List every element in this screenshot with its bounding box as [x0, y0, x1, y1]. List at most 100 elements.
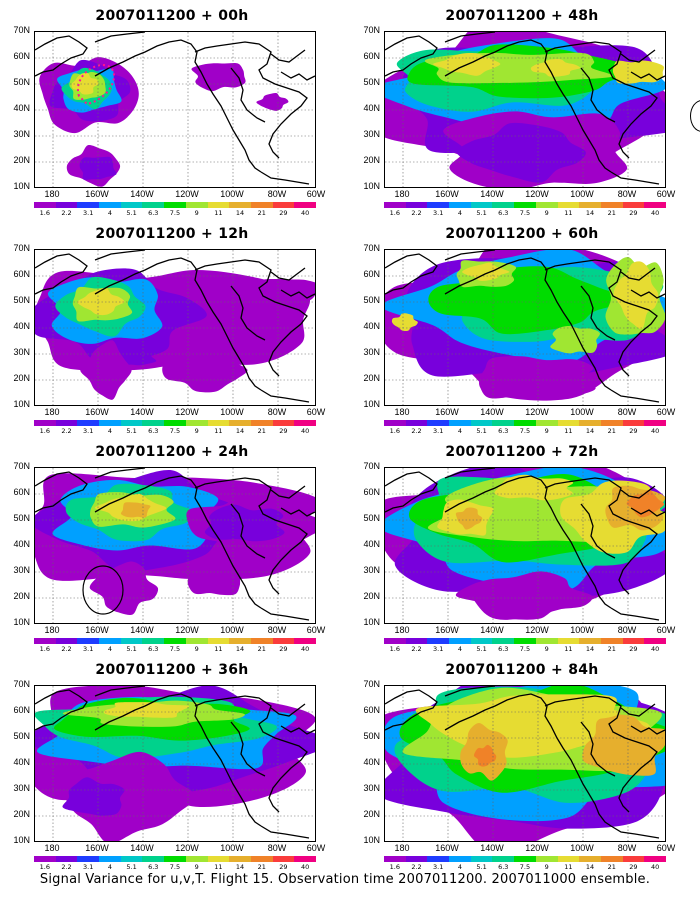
longitude-label: 140W	[480, 407, 504, 417]
colorbar-swatch	[384, 638, 406, 644]
coastline	[620, 485, 656, 499]
panel-title: 2007011200 + 72h	[445, 444, 599, 460]
variance-contour	[62, 777, 125, 816]
colorbar-labels: 1.6 2.2 3.1 4 5.1 6.3 7.5 9 11 14 21 29 40	[34, 427, 316, 435]
colorbar-swatch	[622, 638, 645, 644]
variance-map	[35, 468, 315, 623]
colorbar	[384, 202, 666, 208]
coastline	[544, 41, 658, 159]
longitude-label: 80W	[617, 189, 637, 199]
colorbar-swatch	[644, 638, 666, 644]
colorbar-swatch	[164, 420, 186, 426]
latitude-label: 10N	[13, 835, 30, 845]
colorbar-labels: 1.6 2.2 3.1 4 5.1 6.3 7.5 9 11 14 21 29 40	[384, 863, 666, 871]
colorbar-label: 6.3	[148, 427, 159, 435]
longitude-label: 100W	[570, 625, 594, 635]
latitude-label: 70N	[363, 679, 380, 689]
colorbar-label: 9	[194, 863, 199, 871]
colorbar-label: 29	[629, 863, 638, 871]
longitude-label: 180	[44, 189, 60, 199]
variance-contour	[456, 122, 586, 183]
latitude-label: 60N	[13, 51, 30, 61]
latitude-label: 30N	[363, 347, 380, 357]
colorbar-swatch	[294, 638, 316, 644]
coastline	[94, 39, 262, 173]
colorbar-swatch	[55, 856, 78, 862]
colorbar-swatch	[120, 202, 143, 208]
colorbar-swatch	[579, 202, 601, 208]
variance-contour	[116, 346, 157, 366]
variance-contour	[530, 58, 581, 77]
forecast-panel-3: 2007011200 + 60h 70N 60N 50N 40N 30N 20N 10N 180…	[350, 218, 690, 435]
longitude-label: 180	[394, 843, 410, 853]
colorbar-label: 21	[257, 427, 266, 435]
variance-map	[385, 686, 665, 841]
colorbar-swatch	[77, 420, 100, 426]
colorbar-label: 29	[279, 863, 288, 871]
longitude-label: 140W	[130, 189, 154, 199]
coastline	[280, 507, 315, 517]
variance-contour	[60, 751, 196, 841]
latitude-label: 20N	[363, 155, 380, 165]
colorbar-label: 5.1	[476, 645, 487, 653]
colorbar-swatch	[427, 856, 450, 862]
longitude-label: 100W	[220, 843, 244, 853]
latitude-label: 70N	[363, 461, 380, 471]
forecast-panel-2: 2007011200 + 12h 70N 60N 50N 40N 30N 20N 10N 180…	[0, 218, 340, 435]
colorbar-swatch	[55, 202, 78, 208]
variance-contour	[550, 325, 600, 354]
latitude-label: 10N	[363, 399, 380, 409]
colorbar-swatch	[535, 202, 558, 208]
colorbar-swatch	[449, 202, 471, 208]
colorbar-swatch	[644, 420, 666, 426]
colorbar-swatch	[77, 202, 100, 208]
longitude-label: 180	[44, 843, 60, 853]
colorbar-label: 40	[300, 427, 310, 435]
latitude-label: 20N	[13, 591, 30, 601]
coastline	[444, 475, 612, 609]
coastline	[260, 825, 310, 839]
map-plot	[384, 685, 666, 842]
longitude-label: 160W	[435, 625, 459, 635]
latitude-label: 10N	[363, 181, 380, 191]
colorbar-swatch	[294, 202, 316, 208]
coastline	[94, 468, 146, 479]
colorbar-label: 7.5	[519, 209, 531, 217]
colorbar-swatch	[99, 856, 121, 862]
colorbar-swatch	[34, 856, 56, 862]
colorbar-label: 5.1	[126, 863, 137, 871]
coastline	[580, 67, 616, 123]
longitude-label: 100W	[570, 407, 594, 417]
latitude-label: 40N	[13, 757, 30, 767]
colorbar-swatch	[427, 202, 450, 208]
colorbar-label: 9	[544, 863, 549, 871]
colorbar-swatch	[294, 856, 316, 862]
variance-contour	[77, 287, 125, 316]
colorbar-swatch	[514, 420, 536, 426]
colorbar-swatch	[99, 420, 121, 426]
colorbar-swatch	[514, 856, 536, 862]
colorbar-label: 3.1	[83, 863, 94, 871]
colorbar-swatch	[622, 420, 645, 426]
longitude-label: 60W	[656, 843, 676, 853]
coastline	[260, 171, 310, 185]
colorbar-swatch	[470, 420, 493, 426]
colorbar-swatch	[427, 420, 450, 426]
colorbar-label: 7.5	[519, 863, 531, 871]
colorbar-swatch	[405, 420, 428, 426]
latitude-label: 70N	[13, 25, 30, 35]
latitude-label: 10N	[13, 181, 30, 191]
variance-map	[385, 468, 665, 623]
colorbar-swatch	[470, 638, 493, 644]
variance-contour	[253, 278, 315, 303]
colorbar-label: 2.2	[411, 645, 422, 653]
colorbar-label: 21	[257, 863, 266, 871]
colorbar-label: 29	[629, 645, 638, 653]
variance-contour	[462, 262, 510, 281]
variance-contour	[71, 72, 99, 95]
colorbar-label: 6.3	[148, 863, 159, 871]
colorbar-swatch	[142, 856, 165, 862]
colorbar-swatch	[142, 420, 165, 426]
latitude-label: 10N	[13, 617, 30, 627]
colorbar-label: 5.1	[476, 209, 487, 217]
